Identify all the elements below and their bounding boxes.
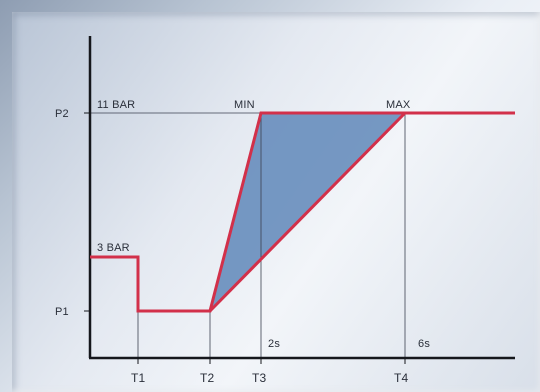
t3-axis-label: T3 xyxy=(252,371,267,385)
min-ramp-curve xyxy=(90,111,515,313)
time-max-label: 6s xyxy=(418,338,430,350)
p1-axis-label: P1 xyxy=(55,306,69,318)
t4-axis-label: T4 xyxy=(394,371,409,385)
max-label: MAX xyxy=(386,99,411,111)
initial-pressure-label: 3 BAR xyxy=(97,242,130,254)
min-label: MIN xyxy=(234,99,255,111)
t1-axis-label: T1 xyxy=(131,371,146,385)
time-min-label: 2s xyxy=(268,338,280,350)
max-ramp-curve xyxy=(208,111,407,313)
t2-axis-label: T2 xyxy=(200,371,215,385)
p2-axis-label: P2 xyxy=(55,108,69,120)
p2-pressure-label: 11 BAR xyxy=(97,99,135,111)
